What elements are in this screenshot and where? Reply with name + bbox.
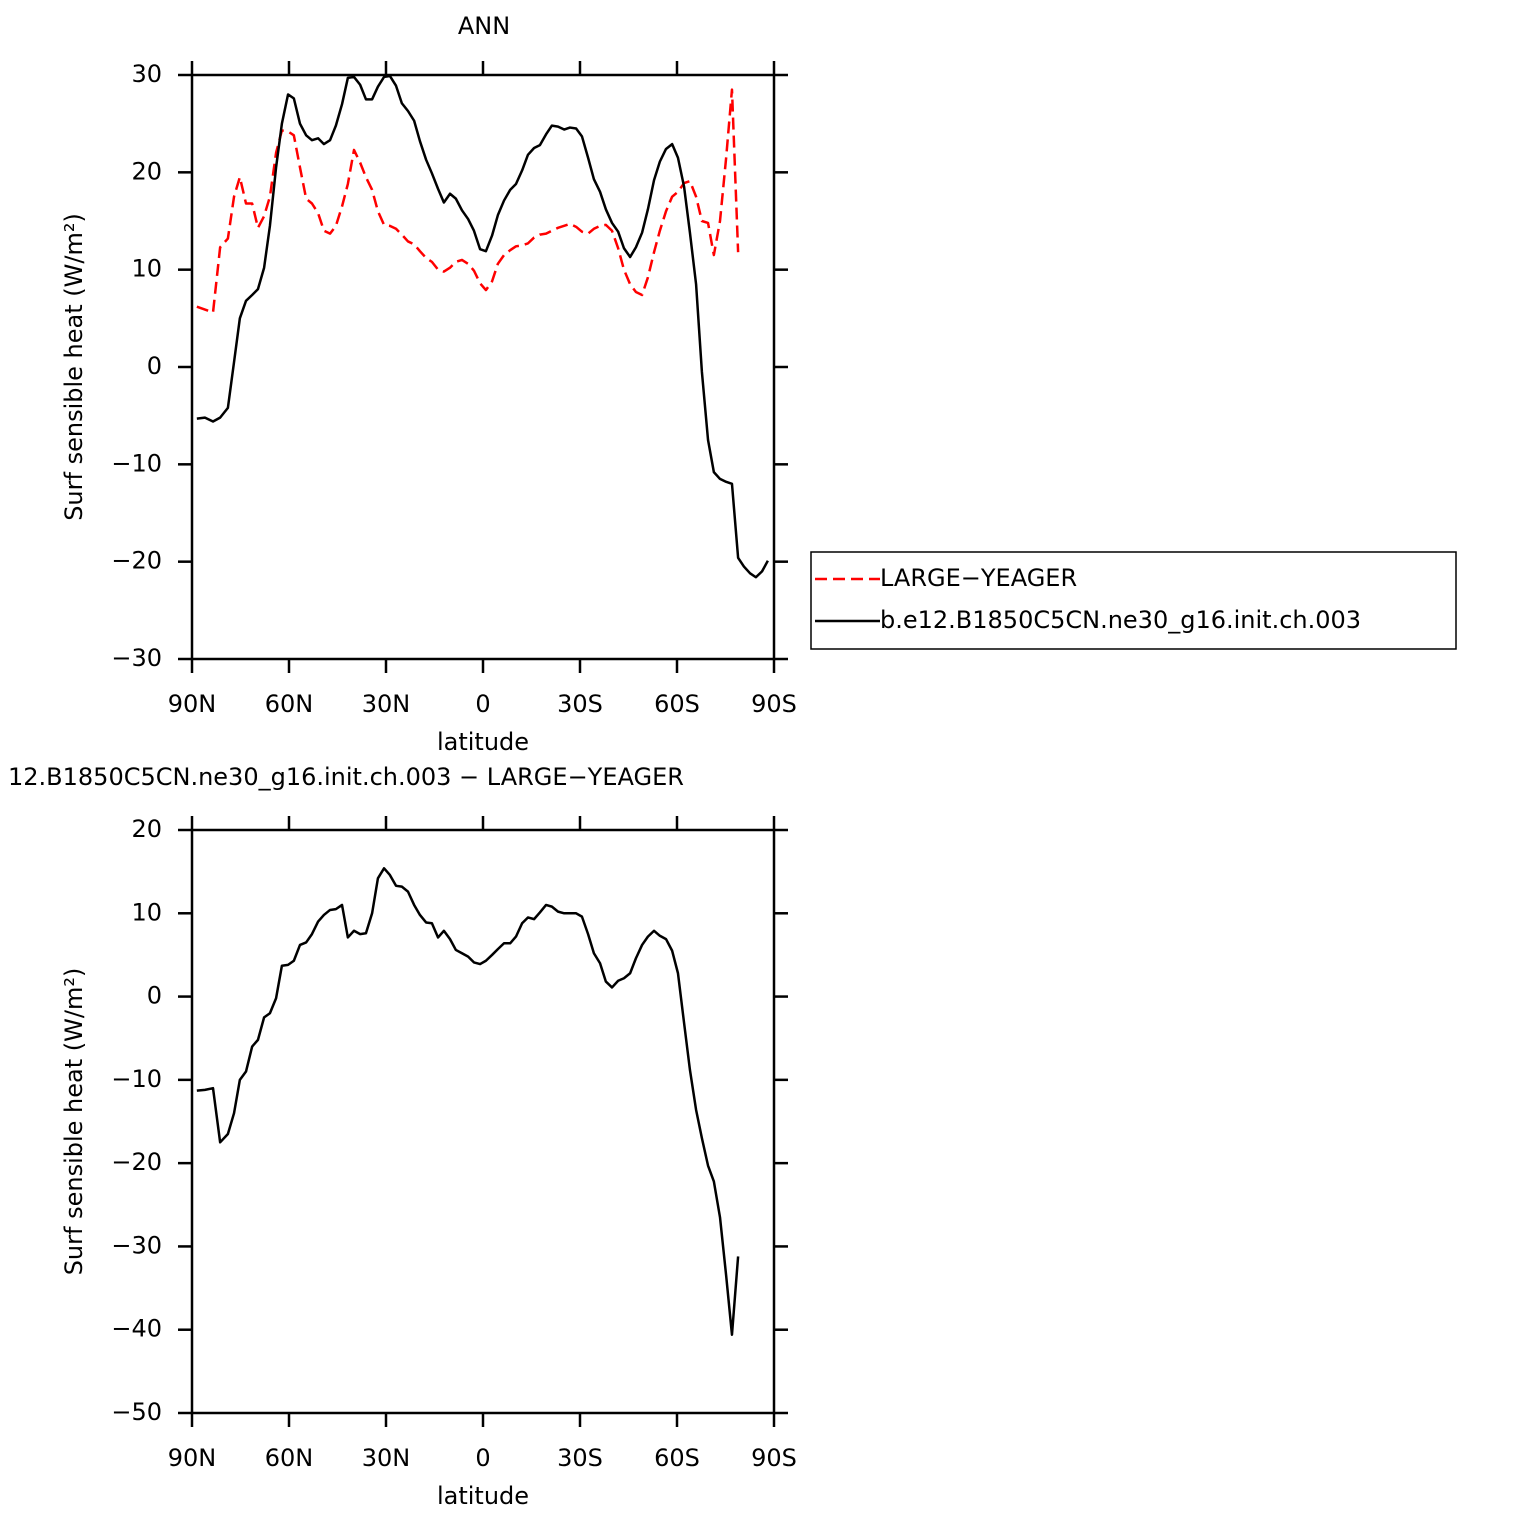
y-tick-label: 10 xyxy=(131,898,162,926)
y-tick-label: 10 xyxy=(131,255,162,283)
x-tick-label: 90N xyxy=(168,690,217,718)
plot-frame xyxy=(190,73,776,661)
legend-box xyxy=(810,551,1457,650)
x-tick-label: 60N xyxy=(265,1444,314,1472)
y-tick-label: −10 xyxy=(111,1065,162,1093)
x-tick-label: 30S xyxy=(557,690,603,718)
legend-label: b.e12.B1850C5CN.ne30_g16.init.ch.003 xyxy=(880,606,1361,634)
chart-title: ANN xyxy=(458,12,510,40)
y-tick-label: −10 xyxy=(111,449,162,477)
chart-title: 12.B1850C5CN.ne30_g16.init.ch.003 − LARG… xyxy=(8,763,684,791)
y-tick-label: 20 xyxy=(131,815,162,843)
data-line xyxy=(196,867,740,1336)
x-axis-label: latitude xyxy=(437,728,529,756)
y-tick-label: −20 xyxy=(111,547,162,575)
y-tick-label: −20 xyxy=(111,1148,162,1176)
x-tick-label: 0 xyxy=(475,1444,490,1472)
x-tick-label: 30N xyxy=(362,1444,411,1472)
y-tick-label: 0 xyxy=(147,982,162,1010)
y-tick-label: −50 xyxy=(111,1398,162,1426)
y-tick-label: 20 xyxy=(131,157,162,185)
y-tick-label: −30 xyxy=(111,1231,162,1259)
y-tick-label: −30 xyxy=(111,644,162,672)
x-tick-label: 60N xyxy=(265,690,314,718)
y-tick-label: −40 xyxy=(111,1315,162,1343)
x-tick-label: 90N xyxy=(168,1444,217,1472)
data-line xyxy=(196,74,769,579)
x-tick-label: 0 xyxy=(475,690,490,718)
y-tick-label: 30 xyxy=(131,60,162,88)
y-axis-label: Surf sensible heat (W/m²) xyxy=(60,213,88,521)
x-tick-label: 60S xyxy=(654,690,700,718)
x-tick-label: 30N xyxy=(362,690,411,718)
y-axis-label: Surf sensible heat (W/m²) xyxy=(60,968,88,1276)
legend-label: LARGE−YEAGER xyxy=(880,564,1077,592)
x-tick-label: 90S xyxy=(751,1444,797,1472)
x-tick-label: 90S xyxy=(751,690,797,718)
x-axis-label: latitude xyxy=(437,1482,529,1510)
plot-frame xyxy=(190,828,776,1415)
x-tick-label: 30S xyxy=(557,1444,603,1472)
x-tick-label: 60S xyxy=(654,1444,700,1472)
data-line xyxy=(196,88,740,314)
y-tick-label: 0 xyxy=(147,352,162,380)
